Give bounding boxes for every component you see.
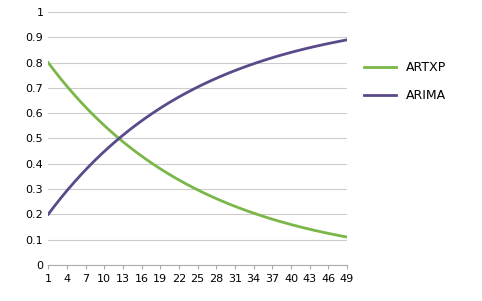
Legend: ARTXP, ARIMA: ARTXP, ARIMA [359, 56, 451, 107]
ARTXP [290, 223, 296, 227]
ARTXP [45, 61, 51, 64]
ARIMA [45, 213, 51, 216]
Line: ARIMA: ARIMA [48, 40, 347, 214]
Line: ARTXP: ARTXP [48, 63, 347, 237]
ARTXP [223, 201, 229, 205]
ARTXP [189, 185, 195, 189]
ARIMA [290, 50, 296, 54]
ARTXP [207, 194, 213, 197]
ARTXP [344, 235, 350, 239]
ARIMA [344, 38, 350, 42]
ARIMA [337, 39, 343, 43]
ARIMA [207, 79, 213, 83]
ARTXP [337, 234, 343, 237]
ARIMA [189, 88, 195, 92]
ARTXP [187, 184, 193, 188]
ARIMA [187, 89, 193, 93]
ARIMA [223, 72, 229, 76]
